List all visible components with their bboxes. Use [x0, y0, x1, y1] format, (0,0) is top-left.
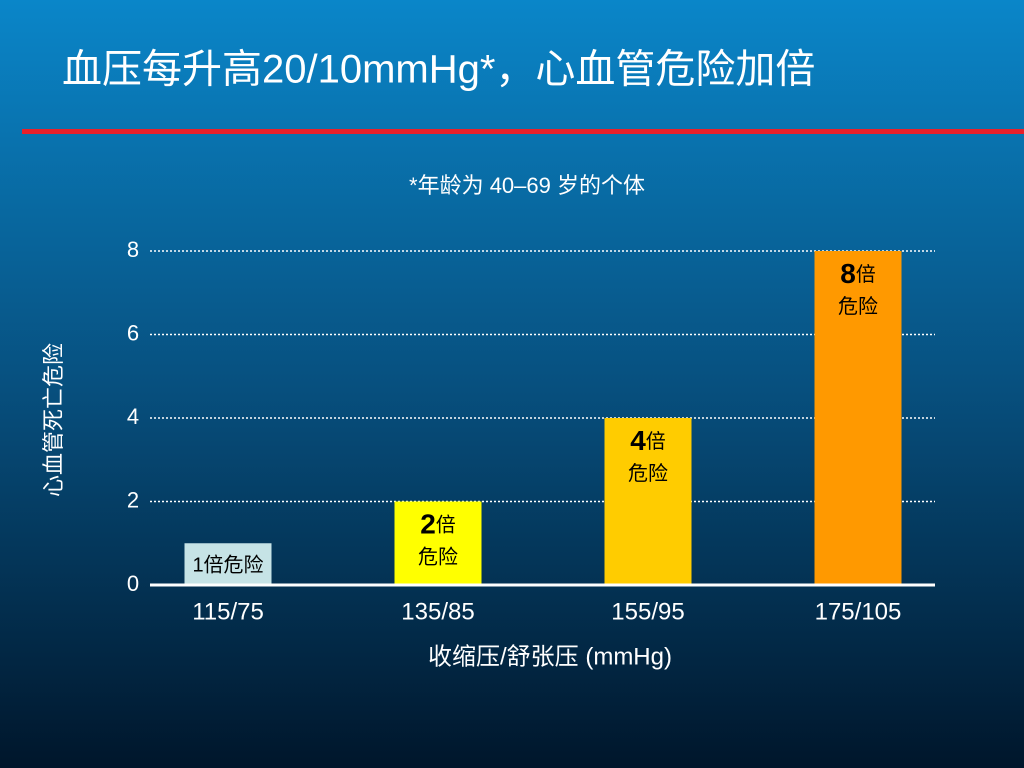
value-label-text: 危险: [628, 462, 668, 485]
x-axis-label: 收缩压/舒张压 (mmHg): [428, 643, 672, 670]
value-label-text: 倍: [856, 263, 876, 286]
bar: [184, 543, 272, 585]
y-tick-label: 2: [127, 487, 139, 512]
value-label-number: 8: [840, 258, 856, 289]
x-tick-label: 115/75: [192, 598, 264, 625]
x-tick-label: 175/105: [815, 598, 902, 625]
chart-subtitle: *年龄为 40–69 岁的个体: [409, 173, 645, 198]
y-tick-label: 0: [127, 571, 139, 596]
value-label-text: 倍: [436, 514, 456, 537]
y-tick-label: 8: [127, 237, 139, 262]
value-label-text: 危险: [838, 295, 878, 318]
value-label: 8倍危险: [838, 258, 878, 318]
bar: [394, 501, 482, 585]
y-tick-label: 4: [127, 404, 139, 429]
value-label-text: 倍: [646, 430, 666, 453]
bar: [604, 418, 692, 585]
bar: [814, 251, 902, 585]
value-label: 4倍危险: [628, 425, 668, 485]
chart-title: 血压每升高20/10mmHg*，心血管危险加倍: [62, 48, 815, 92]
y-tick-label: 6: [127, 320, 139, 345]
y-axis-label: 心血管死亡危险: [41, 343, 66, 497]
x-tick-label: 155/95: [611, 598, 684, 625]
value-label-number: 2: [420, 509, 436, 540]
value-label-number: 4: [630, 425, 646, 456]
value-label: 1倍危险: [192, 553, 263, 576]
title-rule: [22, 129, 1024, 134]
value-label: 2倍危险: [418, 509, 458, 569]
value-label-text: 危险: [418, 546, 458, 569]
x-tick-label: 135/85: [401, 598, 474, 625]
